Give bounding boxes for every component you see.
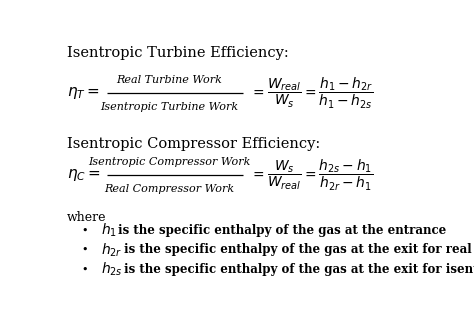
Text: is the specific enthalpy of the gas at the entrance: is the specific enthalpy of the gas at t…	[118, 224, 447, 237]
Text: •: •	[82, 225, 88, 235]
Text: where: where	[66, 211, 106, 224]
Text: Real Compressor Work: Real Compressor Work	[104, 184, 235, 194]
Text: $= \dfrac{W_{real}}{W_s} = \dfrac{h_1 - h_{2r}}{h_1 - h_{2s}}$: $= \dfrac{W_{real}}{W_s} = \dfrac{h_1 - …	[250, 76, 374, 111]
Text: $\eta_T =$: $\eta_T =$	[66, 85, 100, 101]
Text: $h_{2s}$: $h_{2s}$	[101, 261, 123, 278]
Text: Isentropic Compressor Work: Isentropic Compressor Work	[88, 157, 251, 167]
Text: is the specific enthalpy of the gas at the exit for isentropic process: is the specific enthalpy of the gas at t…	[124, 263, 474, 276]
Text: Isentropic Turbine Efficiency:: Isentropic Turbine Efficiency:	[66, 45, 288, 59]
Text: $\eta_C =$: $\eta_C =$	[66, 167, 100, 183]
Text: is the specific enthalpy of the gas at the exit for real process: is the specific enthalpy of the gas at t…	[124, 244, 474, 256]
Text: $= \dfrac{W_s}{W_{real}} = \dfrac{h_{2s} - h_1}{h_{2r} - h_1}$: $= \dfrac{W_s}{W_{real}} = \dfrac{h_{2s}…	[250, 158, 374, 193]
Text: Isentropic Turbine Work: Isentropic Turbine Work	[100, 102, 238, 112]
Text: $h_{2r}$: $h_{2r}$	[101, 241, 123, 259]
Text: $h_1$: $h_1$	[101, 222, 118, 239]
Text: •: •	[82, 245, 88, 255]
Text: Real Turbine Work: Real Turbine Work	[117, 75, 222, 85]
Text: Isentropic Compressor Efficiency:: Isentropic Compressor Efficiency:	[66, 137, 320, 151]
Text: •: •	[82, 265, 88, 274]
